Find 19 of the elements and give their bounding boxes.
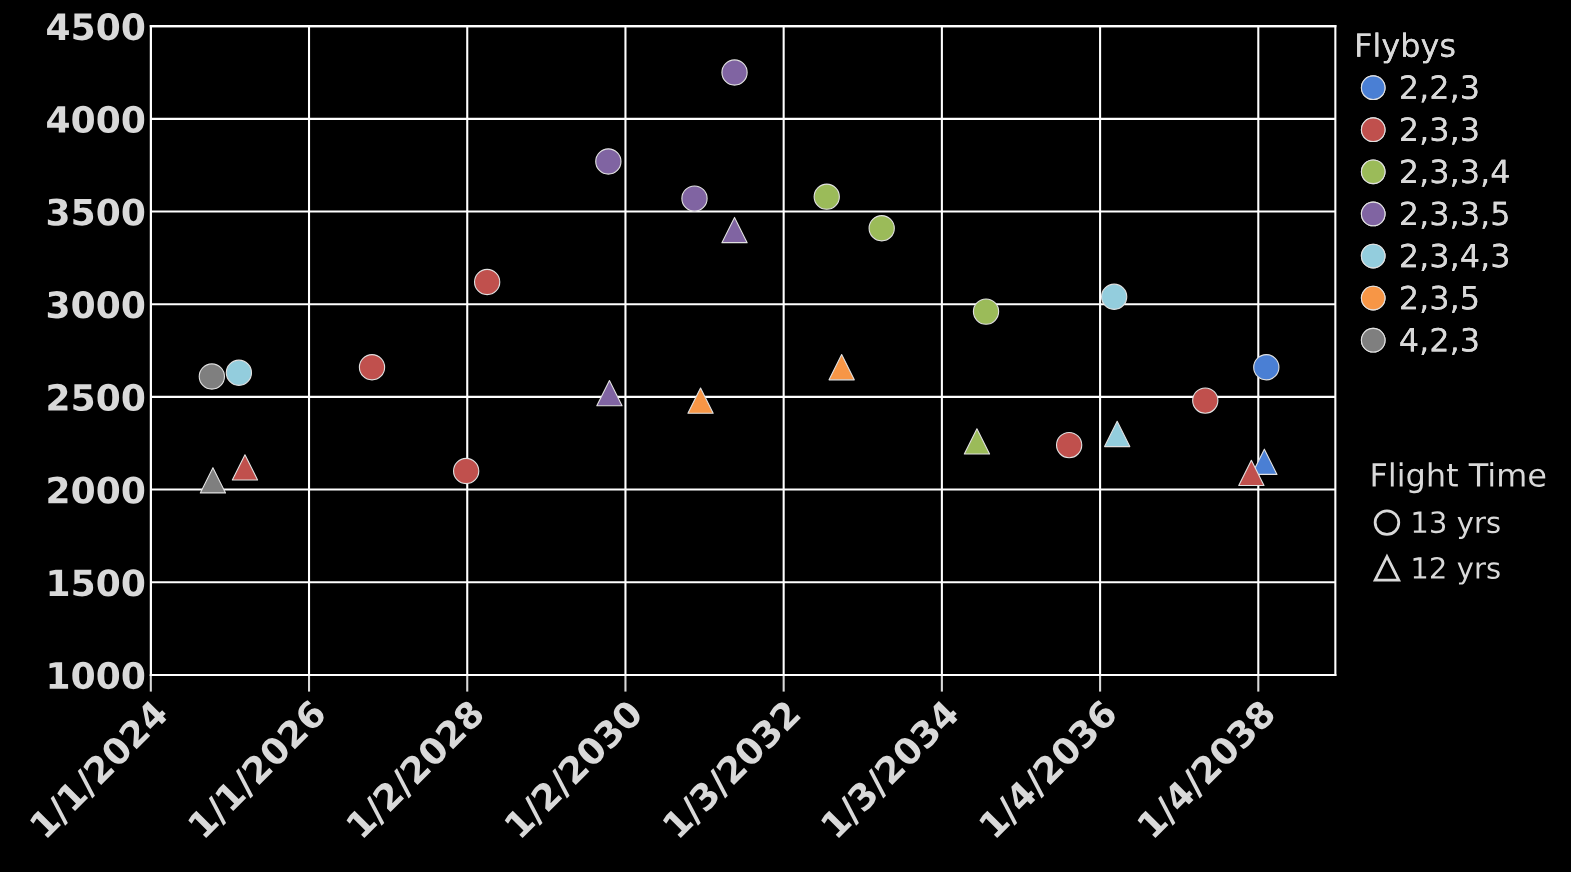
- y-tick-label: 3000: [47, 291, 145, 319]
- y-tick-label: 3500: [47, 198, 145, 226]
- y-tick-label: 2500: [48, 383, 145, 412]
- y-tick-label: 4500: [47, 13, 145, 41]
- text: 13 yrs: [1413, 511, 1500, 539]
- legend-label: 2,3,3: [1401, 117, 1478, 145]
- y-tick-label: 4000: [47, 105, 145, 134]
- y-tick-label: 1500: [49, 569, 145, 597]
- text: Flight Time: [1372, 462, 1546, 494]
- legend-label: 2,3,3,5: [1401, 201, 1508, 229]
- text: 12 yrs: [1413, 556, 1500, 585]
- legend-label: 2,3,3,4: [1401, 159, 1509, 187]
- legend-label: 2,2,3: [1401, 75, 1478, 103]
- legend-title: Flybys: [1357, 32, 1455, 64]
- legend-label: 2,3,5: [1401, 285, 1478, 314]
- legend-label: 2,3,4,3: [1401, 243, 1508, 271]
- legend-label: 4,2,3: [1400, 327, 1478, 356]
- y-tick-label: 1000: [49, 661, 145, 690]
- y-tick-label: 2000: [48, 476, 145, 504]
